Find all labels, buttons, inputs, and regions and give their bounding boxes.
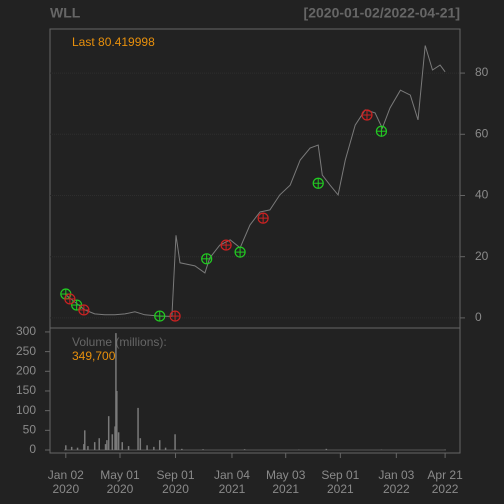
y-tick-label: 250: [16, 344, 36, 358]
y-tick-label: 0: [29, 442, 36, 456]
y-tick-label: 20: [475, 249, 489, 263]
x-tick-label: Jan 04: [214, 468, 250, 482]
signal-marker: [154, 310, 166, 322]
y-tick-label: 50: [23, 423, 37, 437]
chart-title: WLL: [50, 5, 81, 21]
signal-marker: [78, 304, 90, 316]
signal-marker: [71, 299, 83, 311]
signal-marker: [361, 109, 373, 121]
y-tick-label: 40: [475, 188, 489, 202]
x-tick-label: Sep 01: [157, 468, 195, 482]
signal-marker: [234, 246, 246, 258]
y-tick-label: 60: [475, 126, 489, 140]
price-line: [65, 45, 446, 317]
x-tick-label: Apr 21: [427, 468, 463, 482]
x-tick-label: 2020: [162, 482, 189, 496]
x-tick-label: 2021: [219, 482, 246, 496]
x-tick-label: 2021: [272, 482, 299, 496]
x-tick-label: 2022: [383, 482, 410, 496]
signal-marker: [220, 239, 232, 251]
last-annotation: Last 80.419998: [72, 35, 155, 49]
signal-marker: [201, 253, 213, 265]
chart-subtitle: [2020-01-02/2022-04-21]: [304, 5, 460, 21]
x-tick-label: May 03: [266, 468, 306, 482]
x-tick-label: 2021: [327, 482, 354, 496]
x-tick-label: 2022: [432, 482, 459, 496]
y-tick-label: 300: [16, 324, 36, 338]
volume-value: 349,700: [72, 349, 116, 363]
y-tick-label: 200: [16, 363, 36, 377]
signal-marker: [64, 293, 76, 305]
y-tick-label: 150: [16, 383, 36, 397]
x-tick-label: Jan 02: [48, 468, 84, 482]
x-tick-label: Jan 03: [378, 468, 414, 482]
x-tick-label: 2020: [52, 482, 79, 496]
signal-marker: [257, 212, 269, 224]
y-tick-label: 80: [475, 65, 489, 79]
signal-marker: [169, 310, 181, 322]
volume-annotation: Volume (millions):: [72, 335, 167, 349]
x-tick-label: May 01: [100, 468, 140, 482]
x-tick-label: Sep 01: [321, 468, 359, 482]
signal-marker: [312, 177, 324, 189]
x-tick-label: 2020: [107, 482, 134, 496]
signal-marker: [375, 125, 388, 137]
y-tick-label: 0: [475, 310, 482, 324]
y-tick-label: 100: [16, 403, 36, 417]
